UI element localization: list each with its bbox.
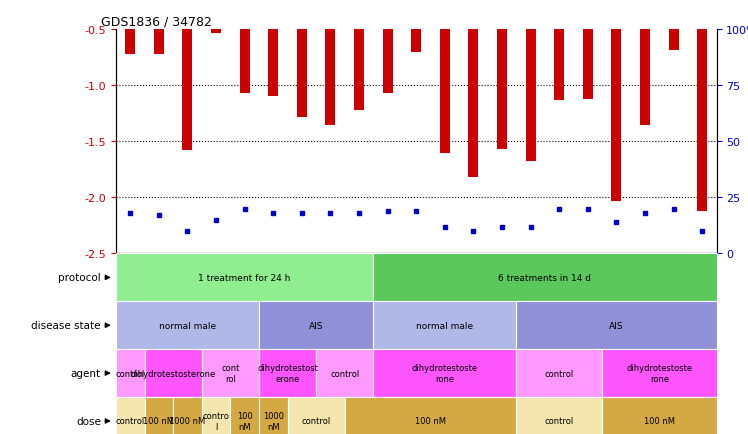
Text: dihydrotestoste
rone: dihydrotestoste rone (412, 364, 478, 383)
Text: control: control (330, 369, 359, 378)
Text: control: control (116, 417, 145, 425)
Text: disease state: disease state (31, 321, 101, 330)
Bar (297, 30, 307, 118)
Text: dihydrotestost
erone: dihydrotestost erone (257, 364, 318, 383)
Text: 1000
nM: 1000 nM (263, 411, 283, 431)
Text: 100 nM: 100 nM (144, 417, 174, 425)
Bar (125, 30, 135, 55)
Text: 100 nM: 100 nM (415, 417, 446, 425)
Text: contro
l: contro l (203, 411, 230, 431)
Bar (154, 30, 164, 55)
Bar (239, 30, 250, 94)
Bar (583, 30, 593, 100)
Text: 1000 nM: 1000 nM (169, 417, 206, 425)
Bar (526, 30, 536, 161)
Text: 1 treatment for 24 h: 1 treatment for 24 h (198, 273, 291, 282)
Text: dose: dose (76, 416, 101, 426)
Text: dihydrotestosterone: dihydrotestosterone (130, 369, 215, 378)
Bar (269, 30, 278, 96)
Text: protocol: protocol (58, 273, 101, 283)
Text: control: control (116, 369, 145, 378)
Bar (497, 30, 507, 150)
Text: GDS1836 / 34782: GDS1836 / 34782 (101, 15, 212, 28)
Text: control: control (301, 417, 331, 425)
Bar (554, 30, 564, 101)
Text: 100
nM: 100 nM (237, 411, 253, 431)
Bar (183, 30, 192, 151)
Text: 6 treatments in 14 d: 6 treatments in 14 d (498, 273, 592, 282)
Bar (325, 30, 335, 125)
Text: AIS: AIS (309, 321, 323, 330)
Text: control: control (545, 417, 574, 425)
Bar (383, 30, 393, 94)
Bar (640, 30, 650, 125)
Bar (468, 30, 479, 178)
Text: cont
rol: cont rol (221, 364, 239, 383)
Text: 100 nM: 100 nM (644, 417, 675, 425)
Text: normal male: normal male (159, 321, 216, 330)
Text: agent: agent (71, 368, 101, 378)
Text: control: control (545, 369, 574, 378)
Bar (611, 30, 622, 201)
Bar (411, 30, 421, 53)
Bar (440, 30, 450, 153)
Text: AIS: AIS (609, 321, 624, 330)
Text: normal male: normal male (417, 321, 473, 330)
Text: dihydrotestoste
rone: dihydrotestoste rone (626, 364, 693, 383)
Bar (211, 30, 221, 34)
Bar (669, 30, 678, 50)
Bar (697, 30, 708, 211)
Bar (354, 30, 364, 111)
